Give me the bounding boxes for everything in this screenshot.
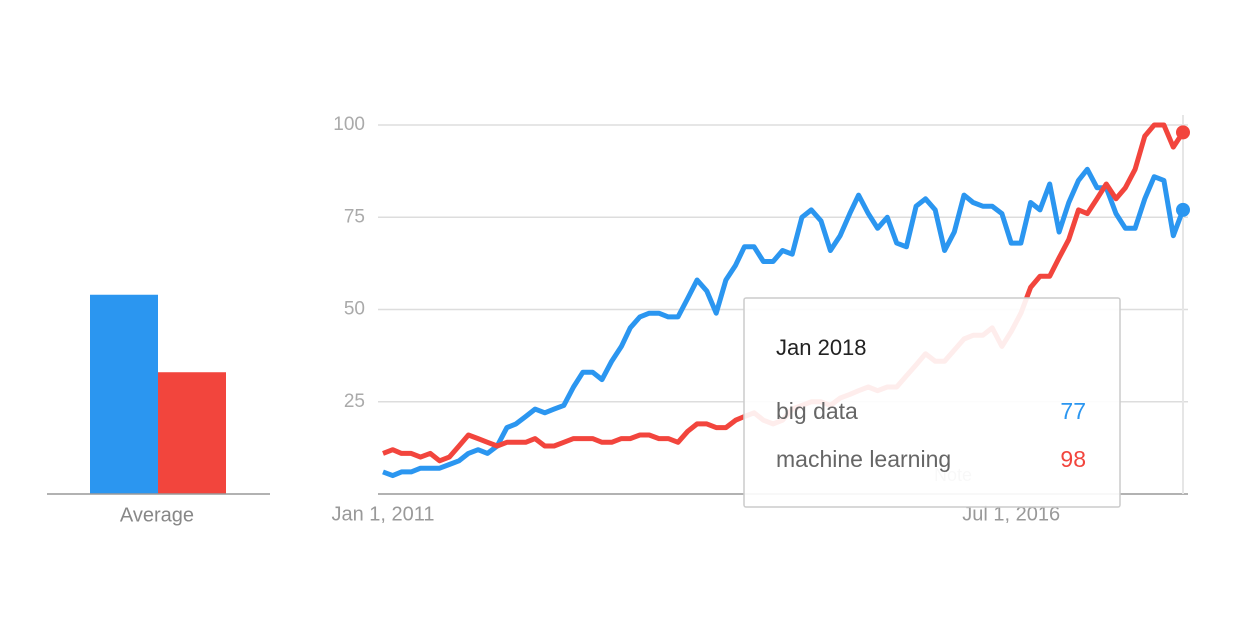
series-line [382, 166, 1186, 479]
y-tick-label: 25 [344, 391, 365, 412]
hover-point [1176, 202, 1190, 217]
tooltip-series-name: machine learning [776, 446, 951, 472]
y-tick-label: 100 [333, 114, 365, 135]
tooltip-value: 98 [1060, 446, 1086, 472]
average-bar [158, 372, 226, 494]
tooltip: Jan 2018 big data 77 machine learning 98 [743, 297, 1121, 508]
x-tick-label: Jul 1, 2016 [962, 503, 1060, 525]
x-tick-label: Jan 1, 2011 [331, 503, 434, 525]
tooltip-title: Jan 2018 [776, 335, 867, 360]
tooltip-box [743, 297, 1121, 508]
hover-point [1176, 125, 1190, 140]
average-bar [90, 294, 158, 494]
tooltip-series-name: big data [776, 398, 858, 424]
tooltip-value: 77 [1060, 398, 1086, 424]
y-tick-label: 50 [344, 299, 365, 320]
bar-category-label: Average [120, 504, 194, 526]
y-tick-label: 75 [344, 206, 365, 227]
